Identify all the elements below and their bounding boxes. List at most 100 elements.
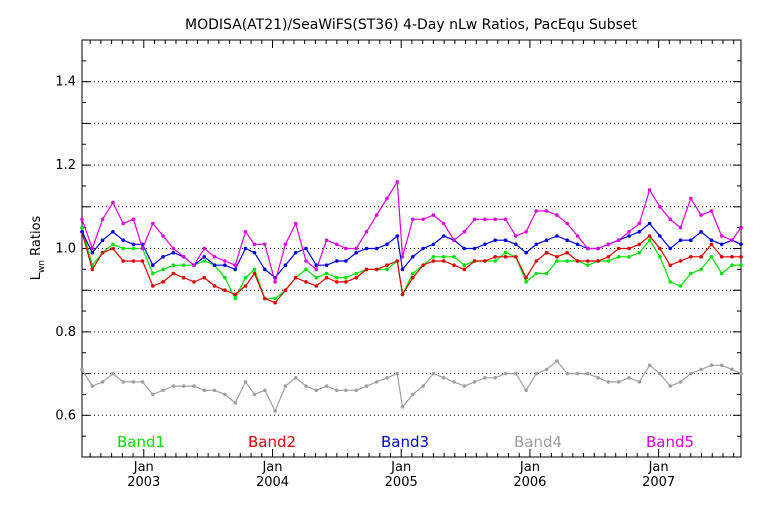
- data-point-band2: [544, 250, 549, 255]
- data-point-band4: [374, 380, 379, 384]
- data-point-band5: [493, 217, 498, 222]
- data-point-band4: [212, 388, 217, 393]
- data-point-band5: [400, 254, 405, 259]
- data-point-band5: [534, 209, 539, 213]
- data-point-band2: [524, 275, 528, 280]
- data-point-band2: [627, 246, 631, 251]
- data-point-band1: [233, 296, 237, 301]
- data-point-band1: [606, 259, 611, 263]
- data-point-band3: [699, 230, 703, 234]
- data-point-band2: [400, 292, 405, 297]
- data-point-band3: [555, 234, 559, 238]
- y-axis-label-rest: Ratios: [29, 215, 44, 260]
- data-point-band1: [627, 254, 631, 259]
- data-point-band4: [324, 384, 329, 388]
- data-point-band4: [90, 384, 95, 388]
- data-point-band5: [171, 246, 176, 251]
- data-point-band1: [111, 242, 115, 247]
- data-point-band5: [421, 217, 425, 222]
- x-tick-label-year: 2007: [642, 475, 675, 490]
- data-point-band3: [223, 263, 227, 268]
- series-line-band3: [81, 222, 742, 279]
- data-point-band4: [395, 371, 400, 376]
- plot-area: 0.60.81.01.21.4Jan2003Jan2004Jan2005Jan2…: [55, 39, 743, 490]
- legend-label-band3: Band3: [381, 433, 429, 451]
- data-point-band4: [121, 380, 125, 384]
- data-point-band5: [181, 254, 186, 259]
- x-tick-label-year: 2006: [513, 475, 546, 490]
- data-point-band2: [739, 254, 743, 259]
- data-point-band4: [223, 392, 227, 397]
- data-point-band3: [283, 263, 288, 268]
- data-point-band4: [263, 388, 267, 393]
- data-point-band2: [668, 263, 672, 268]
- data-point-band4: [354, 388, 359, 393]
- data-point-band4: [575, 371, 580, 376]
- data-point-band2: [100, 250, 105, 255]
- data-point-band4: [344, 388, 348, 393]
- data-point-band3: [462, 246, 467, 251]
- data-point-band4: [293, 376, 298, 380]
- data-point-band2: [586, 259, 590, 263]
- data-point-band4: [616, 380, 621, 384]
- data-point-band4: [514, 371, 518, 376]
- data-point-band5: [647, 188, 652, 192]
- data-point-band3: [534, 242, 539, 247]
- data-point-band5: [151, 221, 155, 226]
- data-point-band5: [637, 221, 642, 226]
- legend-label-band2: Band2: [248, 433, 296, 451]
- data-point-band3: [80, 230, 84, 234]
- data-point-band4: [606, 380, 611, 384]
- data-point-band4: [658, 371, 662, 376]
- series-line-band4: [81, 360, 742, 413]
- data-point-band5: [606, 242, 611, 247]
- data-point-band1: [131, 246, 136, 251]
- data-point-band4: [131, 380, 136, 384]
- data-point-band3: [202, 254, 207, 259]
- legend-label-band4: Band4: [514, 433, 562, 451]
- data-point-band3: [637, 230, 642, 234]
- data-point-band3: [374, 246, 379, 251]
- data-point-band2: [273, 300, 277, 305]
- data-point-band1: [555, 259, 559, 263]
- data-point-band2: [555, 254, 559, 259]
- y-tick-label: 1.0: [55, 242, 76, 257]
- data-point-band4: [524, 388, 528, 393]
- data-point-band4: [565, 371, 569, 376]
- data-point-band3: [121, 238, 125, 242]
- data-point-band4: [668, 384, 672, 388]
- data-point-band1: [534, 271, 539, 276]
- data-point-band4: [400, 405, 405, 409]
- data-point-band5: [719, 234, 724, 238]
- data-point-band5: [689, 196, 693, 201]
- data-point-band2: [192, 280, 196, 284]
- data-point-band4: [364, 384, 369, 388]
- data-point-band2: [140, 259, 145, 263]
- data-point-band5: [90, 246, 95, 251]
- data-point-band1: [344, 275, 348, 280]
- data-point-band5: [314, 267, 319, 272]
- data-point-band1: [719, 271, 724, 276]
- data-point-band1: [202, 259, 207, 263]
- data-point-band2: [344, 280, 348, 284]
- data-point-band3: [709, 238, 714, 242]
- data-point-band3: [483, 242, 487, 247]
- data-point-band2: [335, 280, 339, 284]
- data-point-band3: [171, 250, 176, 255]
- data-point-band1: [324, 271, 329, 276]
- data-point-band5: [273, 280, 277, 284]
- data-point-band1: [503, 250, 508, 255]
- x-tick-label-month: Jan: [261, 460, 282, 475]
- y-axis-label: Lwn Ratios: [29, 215, 47, 280]
- data-point-band1: [452, 254, 456, 259]
- data-point-band5: [100, 217, 105, 222]
- data-point-band3: [90, 250, 95, 255]
- data-point-band1: [699, 267, 703, 272]
- data-point-band2: [730, 254, 734, 259]
- data-point-band5: [739, 225, 743, 230]
- data-point-band2: [452, 263, 456, 268]
- data-point-band2: [421, 263, 425, 268]
- data-point-band4: [503, 371, 508, 376]
- data-point-band2: [243, 284, 248, 288]
